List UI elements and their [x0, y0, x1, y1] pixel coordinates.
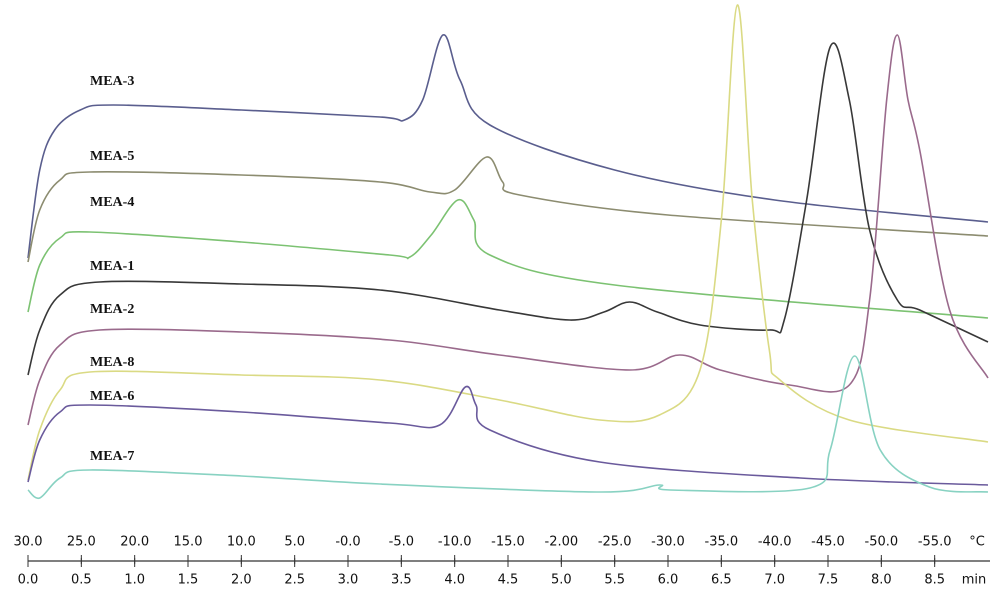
series-label: MEA-6 — [90, 389, 134, 404]
curve — [27, 385, 989, 486]
x2-tick-label: 25.0 — [67, 535, 96, 550]
x2-tick-label: 20.0 — [120, 535, 149, 550]
x2-tick-label: -45.0 — [811, 535, 845, 550]
curve — [27, 156, 989, 263]
series-label: MEA-5 — [90, 149, 134, 164]
x2-tick-label: 15.0 — [174, 535, 203, 550]
x-tick-label: 7.0 — [764, 573, 785, 588]
curve — [27, 4, 989, 481]
series-label: MEA-7 — [90, 449, 134, 464]
x2-tick-label: -30.0 — [651, 535, 685, 550]
x2-tick-label: -40.0 — [758, 535, 792, 550]
x-tick-label: 8.0 — [871, 573, 892, 588]
x-tick-label: 4.0 — [444, 573, 465, 588]
x2-tick-label: -5.0 — [389, 535, 414, 550]
x-tick-label: 1.5 — [178, 573, 199, 588]
curve — [27, 355, 989, 500]
x2-tick-label: -2.00 — [545, 535, 579, 550]
series-label: MEA-3 — [90, 74, 134, 89]
series-label: MEA-2 — [90, 302, 134, 317]
x2-tick-label: -55.0 — [918, 535, 952, 550]
x-tick-label: 8.5 — [924, 573, 945, 588]
x-tick-label: 5.5 — [604, 573, 625, 588]
x-unit: min — [962, 573, 987, 588]
x-tick-label: 3.0 — [338, 573, 359, 588]
x2-tick-label: 10.0 — [227, 535, 256, 550]
x-tick-label: 2.0 — [231, 573, 252, 588]
x-tick-label: 0.0 — [18, 573, 39, 588]
series-label: MEA-8 — [90, 355, 134, 370]
x2-tick-label: -0.0 — [335, 535, 360, 550]
x-tick-label: 0.5 — [71, 573, 92, 588]
curve — [27, 34, 989, 259]
curve — [27, 42, 989, 376]
series-label: MEA-4 — [90, 195, 134, 210]
x-tick-label: 4.5 — [498, 573, 519, 588]
x-tick-label: 5.0 — [551, 573, 572, 588]
x2-tick-label: 30.0 — [14, 535, 43, 550]
x-tick-label: 1.0 — [124, 573, 145, 588]
x2-tick-label: -10.0 — [438, 535, 472, 550]
x-tick-label: 2.5 — [284, 573, 305, 588]
curve — [27, 34, 989, 426]
x2-tick-label: -15.0 — [491, 535, 525, 550]
x2-tick-label: 5.0 — [284, 535, 305, 550]
x-tick-label: 3.5 — [391, 573, 412, 588]
series-label: MEA-1 — [90, 259, 134, 274]
x2-tick-label: -35.0 — [705, 535, 739, 550]
x2-tick-label: -50.0 — [865, 535, 899, 550]
x2-tick-label: -25.0 — [598, 535, 632, 550]
x-tick-label: 7.5 — [818, 573, 839, 588]
x2-unit: °C — [969, 535, 985, 550]
x-tick-label: 6.5 — [711, 573, 732, 588]
x-tick-label: 6.0 — [658, 573, 679, 588]
curve — [27, 198, 989, 319]
